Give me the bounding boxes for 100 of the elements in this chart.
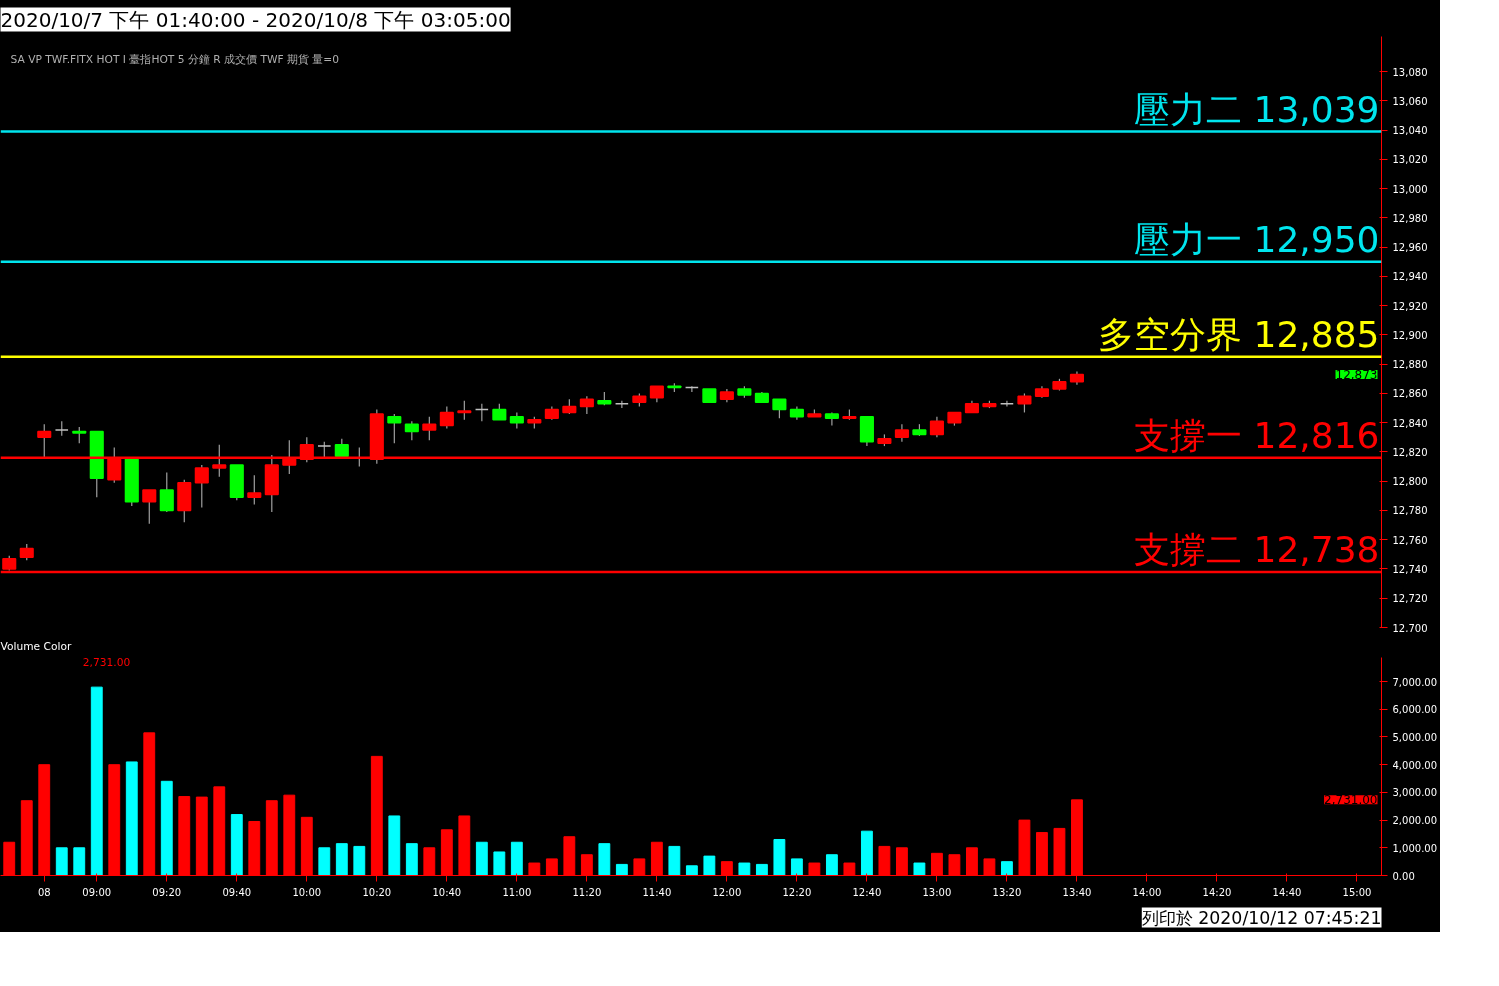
x-tick-label: 09:20 [152, 886, 182, 898]
y-tick-label: 3,000.00 [1392, 787, 1438, 799]
y-tick-label: 12,980 [1392, 212, 1428, 224]
y-tick-label: 13,040 [1392, 125, 1428, 137]
bar [55, 847, 68, 876]
y-tick-label: 13,020 [1392, 154, 1428, 166]
y-tick-label: 7,000.00 [1392, 676, 1438, 688]
x-tick-label: 10:20 [362, 886, 392, 898]
y-tick-label: 6,000.00 [1392, 704, 1438, 716]
x-tick-label: 15:00 [1342, 886, 1372, 898]
chart-title: Volume Color [0, 639, 72, 653]
candlestick [684, 385, 699, 393]
x-tick-label: 14:20 [1202, 886, 1232, 898]
ref-line-label: 支撐一 12,816 [1134, 414, 1380, 456]
bar [668, 845, 681, 876]
x-tick-label: 14:40 [1272, 886, 1302, 898]
candlestick [824, 411, 839, 427]
y-tick-label: 12,900 [1392, 329, 1428, 341]
ref-line-label: 支撐二 12,738 [1134, 528, 1380, 570]
x-tick-label: 12:00 [712, 886, 742, 898]
y-tick-label: 12,840 [1392, 417, 1428, 429]
candlestick [929, 416, 944, 438]
chart-title: 2020/10/7 下午 01:40:00 - 2020/10/8 下午 03:05:00 [0, 7, 511, 32]
bar [475, 841, 488, 876]
bar [353, 845, 366, 876]
y-tick-label: 0.00 [1392, 870, 1415, 882]
annotation: 2,731.00 [1324, 793, 1378, 808]
x-tick-label: 14:00 [1132, 886, 1162, 898]
annotation: 12,873 [1335, 367, 1378, 382]
y-tick-label: 13,060 [1392, 95, 1428, 107]
bar [510, 841, 523, 876]
bar [685, 865, 698, 876]
bar [860, 830, 873, 876]
x-tick-label: 13:00 [922, 886, 952, 898]
text: 列印於 2020/10/12 07:45:21 [1141, 907, 1382, 928]
y-tick-label: 12,820 [1392, 446, 1428, 458]
y-tick-label: 4,000.00 [1392, 759, 1438, 771]
bar [703, 855, 716, 876]
y-tick-label: 12,780 [1392, 505, 1428, 517]
y-tick-label: 12,880 [1392, 359, 1428, 371]
x-tick-label: 12:40 [852, 886, 882, 898]
bar [405, 843, 418, 876]
bar [755, 863, 768, 876]
x-tick-label: 11:00 [502, 886, 532, 898]
x-tick-label: 11:20 [572, 886, 602, 898]
candlestick [194, 464, 209, 509]
y-tick-label: 13,000 [1392, 183, 1428, 195]
candlestick [999, 400, 1014, 408]
ref-line-label: 多空分界 12,885 [1098, 313, 1380, 355]
bar [388, 815, 401, 876]
bar [160, 780, 173, 876]
x-tick-label: 12:20 [782, 886, 812, 898]
bar [1001, 861, 1013, 876]
bar [318, 847, 331, 876]
bar [598, 843, 611, 876]
bar [825, 854, 838, 876]
text: SA VP TWF.FITX HOT I 臺指HOT 5 分鐘 R 成交價 TWF 期貨 量=0 [10, 52, 340, 66]
candlestick [387, 413, 402, 444]
y-tick-label: 5,000.00 [1392, 732, 1438, 743]
bar [335, 843, 348, 876]
y-tick-label: 12,940 [1392, 271, 1428, 283]
x-tick-label: 10:00 [292, 886, 322, 898]
y-tick-label: 13,080 [1392, 66, 1428, 78]
x-tick-label: 09:00 [82, 886, 112, 898]
candlestick [614, 400, 629, 409]
x-tick-label: 13:20 [992, 886, 1022, 898]
y-tick-label: 12,700 [1392, 622, 1428, 634]
y-tick-label: 1,000.00 [1392, 842, 1438, 854]
bar [615, 863, 628, 876]
bar [738, 862, 751, 876]
x-tick-label: 08 [37, 886, 51, 898]
x-tick-label: 13:40 [1062, 886, 1092, 898]
y-tick-label: 2,000.00 [1392, 815, 1438, 827]
candlestick [457, 400, 472, 421]
annotation: 2,731.00 [82, 655, 131, 669]
y-tick-label: 12,740 [1392, 563, 1428, 575]
ref-line-label: 壓力一 12,950 [1134, 218, 1380, 260]
bar [493, 851, 506, 876]
candlestick [772, 398, 787, 419]
y-tick-label: 12,960 [1392, 242, 1428, 254]
candlestick [439, 406, 454, 430]
bar [773, 838, 786, 876]
bar [73, 847, 86, 876]
y-tick-label: 12,800 [1392, 476, 1428, 488]
bar [230, 814, 243, 876]
y-tick-label: 12,720 [1392, 593, 1428, 605]
y-tick-label: 12,920 [1392, 300, 1428, 312]
bar [90, 686, 103, 876]
x-tick-label: 09:40 [222, 886, 252, 898]
bar [125, 761, 138, 876]
bar [913, 862, 926, 876]
candlestick [142, 489, 157, 525]
candlestick [1017, 392, 1032, 414]
candlestick [579, 395, 594, 415]
x-tick-label: 11:40 [642, 886, 672, 898]
y-tick-label: 12,760 [1392, 534, 1428, 546]
candlestick [404, 420, 419, 441]
bar [790, 858, 803, 876]
y-tick-label: 12,860 [1392, 388, 1428, 400]
x-tick-label: 10:40 [432, 886, 462, 898]
